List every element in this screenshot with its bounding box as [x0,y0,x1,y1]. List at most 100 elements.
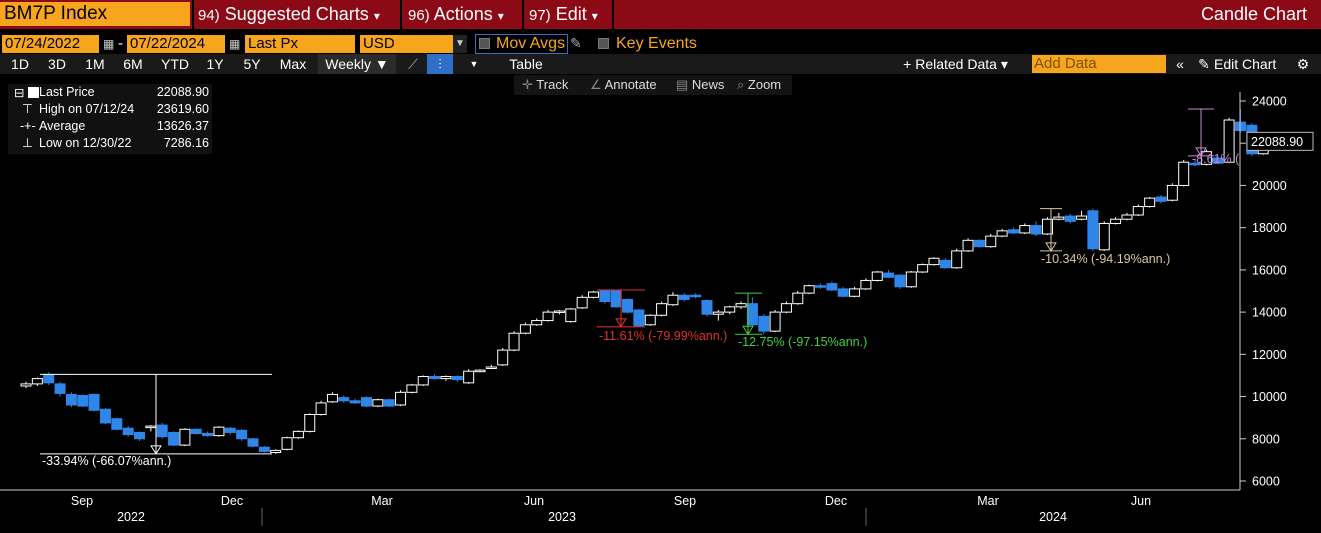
range-3d-button[interactable]: 3D [48,56,66,72]
drawdown-annotation: -10.34% (-94.19%ann.) [1040,208,1170,266]
candle [1200,149,1212,166]
x-year-label: 2024 [1039,510,1067,524]
key-events-checkbox[interactable] [598,38,609,49]
chevron-down-icon[interactable]: ▼ [453,35,467,53]
candle-body [338,397,350,402]
y-tick-label: 14000 [1252,306,1287,320]
candle-body [542,311,554,322]
end-date-field[interactable]: 07/22/2024 [127,35,225,53]
y-tick-label: 20000 [1252,179,1287,193]
range-5y-button[interactable]: 5Y [243,56,261,72]
candle-body [826,283,838,291]
calendar-icon[interactable]: ▦ [103,37,115,51]
price-field-select[interactable]: Last Px [245,35,355,53]
edit-menu[interactable]: 97) Edit ▾ [529,2,598,26]
candle-body [451,376,463,381]
candle-body [429,376,441,380]
candle-body [860,279,872,290]
range-ytd-button[interactable]: YTD [161,56,189,72]
candle-body [576,296,588,309]
news-tool[interactable]: ▤ News [676,75,724,95]
line-chart-icon[interactable]: ⟋ [408,56,418,72]
candle [758,314,770,335]
edit-chart-button[interactable]: Edit Chart [1214,56,1277,72]
mov-avgs-toggle[interactable] [475,34,568,54]
candle [20,381,32,389]
range-6m-button[interactable]: 6M [123,56,143,72]
x-month-label: Dec [221,494,243,508]
candle [429,374,441,380]
chevron-down-icon: ▾ [373,9,380,23]
x-month-label: Mar [371,494,393,508]
track-label: Track [536,77,569,92]
actions-menu[interactable]: 96) Actions ▾ [408,2,504,26]
chart-legend: ⊟ Last Price 22088.90 ⊤ High on 07/12/24… [8,84,212,154]
mov-avgs-checkbox[interactable] [479,38,490,49]
candle-body [54,383,66,394]
candle [610,289,622,308]
add-data-input[interactable]: Add Data [1032,55,1166,73]
candle-body [474,369,486,373]
start-date-field[interactable]: 07/24/2022 [2,35,99,53]
annotate-tool[interactable]: ∠ Annotate [590,75,657,95]
candle-body [633,309,645,327]
candle-body [758,315,770,332]
candle [179,428,191,447]
frequency-select[interactable]: Weekly ▼ [318,54,396,74]
chevron-down-icon[interactable]: ▼ [469,59,479,69]
candle-body [281,437,293,450]
menu-separator [192,0,194,29]
candle-body [724,306,736,313]
candle-body [1076,215,1088,220]
track-tool[interactable]: ✛ Track [522,75,568,95]
related-data-button[interactable]: + Related Data ▾ [903,56,1008,72]
candle-body [270,449,282,453]
candle-body [77,395,89,407]
range-1y-button[interactable]: 1Y [206,56,224,72]
candle [270,449,282,454]
pencil-icon[interactable]: ✎ [570,35,582,51]
last-price-tag [1246,131,1314,151]
candle [111,417,123,431]
calendar-icon[interactable]: ▦ [229,37,241,51]
annotate-label: Annotate [604,77,657,92]
candle [894,274,906,289]
candle-body [224,427,236,433]
ticker-field[interactable]: BM7P Index [0,2,190,26]
candle-body [258,446,270,452]
range-1d-button[interactable]: 1D [11,56,29,72]
range-1m-button[interactable]: 1M [85,56,105,72]
legend-low-label: Low on 12/30/22 [39,136,132,150]
candle [1064,213,1076,224]
suggested-charts-menu[interactable]: 94) Suggested Charts ▾ [198,2,380,26]
candle-body [996,230,1008,237]
legend-icon: ⊟ [14,86,25,100]
candle-body [361,397,372,407]
drawdown-annotation: -11.61% (-79.99%ann.) [597,289,727,343]
collapse-icon[interactable]: « [1176,56,1184,72]
zoom-label: Zoom [747,77,782,92]
candle [826,281,838,291]
drawdown-annotation: -8.61% ( [1188,108,1240,166]
gear-icon[interactable]: ⚙ [1296,56,1310,72]
legend-low-value: 7286.16 [163,136,209,150]
table-button[interactable]: Table [509,56,543,72]
candle [951,248,963,269]
candle [1087,208,1099,251]
candle-body [1053,216,1065,220]
candle-body [497,349,509,366]
drawdown-annotation: -33.94% (-66.07%ann.) [40,373,272,468]
range-max-button[interactable]: Max [279,56,307,72]
candle-chart-icon[interactable]: ⫶ [427,54,453,74]
candle [531,318,543,326]
candle [1042,217,1053,236]
zoom-tool[interactable]: ⌕ Zoom [737,75,781,95]
candle-body [145,425,157,429]
candle-body [440,376,452,380]
currency-select[interactable]: USD [360,35,453,53]
candle [1121,212,1133,221]
candle [326,392,338,403]
candle-body [985,235,997,248]
candle-body [485,366,497,369]
